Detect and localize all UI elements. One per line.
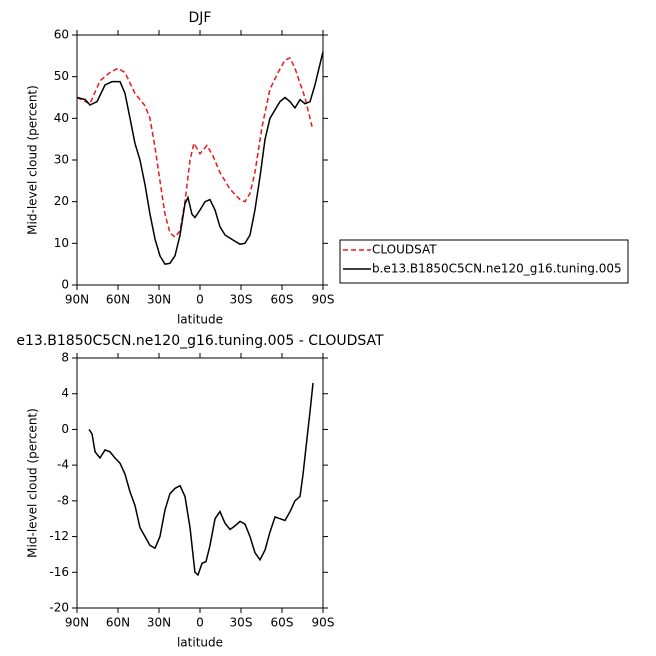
y-axis-label: Mid-level cloud (percent)	[26, 85, 40, 235]
y-axis-label: Mid-level cloud (percent)	[26, 408, 40, 558]
chart-title: DJF	[189, 10, 212, 26]
y-tick-label: 10	[54, 236, 69, 250]
x-tick-label: 30N	[147, 616, 171, 630]
x-tick-label: 0	[196, 293, 204, 307]
legend-label: b.e13.B1850C5CN.ne120_g16.tuning.005	[372, 262, 622, 276]
y-tick-label: 30	[54, 153, 69, 167]
y-tick-label: 0	[61, 422, 69, 436]
y-tick-label: -16	[49, 565, 69, 579]
legend-label: CLOUDSAT	[372, 243, 437, 257]
y-tick-label: 50	[54, 69, 69, 83]
y-tick-label: -4	[57, 458, 69, 472]
y-tick-label: 4	[61, 386, 69, 400]
y-tick-label: 8	[61, 351, 69, 365]
x-tick-label: 60S	[271, 616, 294, 630]
x-tick-label: 30N	[147, 293, 171, 307]
chart-title: e13.B1850C5CN.ne120_g16.tuning.005 - CLO…	[16, 333, 384, 349]
y-tick-label: 0	[61, 278, 69, 292]
y-tick-label: 20	[54, 194, 69, 208]
x-tick-label: 0	[196, 616, 204, 630]
y-tick-label: 40	[54, 111, 69, 125]
data-line	[76, 51, 324, 265]
y-tick-label: -8	[57, 493, 69, 507]
x-tick-label: 90N	[65, 616, 89, 630]
data-line	[88, 382, 314, 577]
x-tick-label: 90S	[312, 616, 335, 630]
x-tick-label: 90N	[65, 293, 89, 307]
x-tick-label: 90S	[312, 293, 335, 307]
y-tick-label: -12	[49, 529, 69, 543]
plot-frame	[76, 34, 324, 286]
y-tick-label: -20	[49, 601, 69, 615]
x-tick-label: 30S	[230, 293, 253, 307]
x-tick-label: 60N	[106, 293, 130, 307]
x-tick-label: 60S	[271, 293, 294, 307]
legend-box	[339, 239, 629, 284]
y-tick-label: 60	[54, 28, 69, 42]
data-line	[76, 56, 313, 239]
x-axis-label: latitude	[177, 636, 223, 650]
x-tick-label: 60N	[106, 616, 130, 630]
x-tick-label: 30S	[230, 616, 253, 630]
x-axis-label: latitude	[177, 313, 223, 327]
